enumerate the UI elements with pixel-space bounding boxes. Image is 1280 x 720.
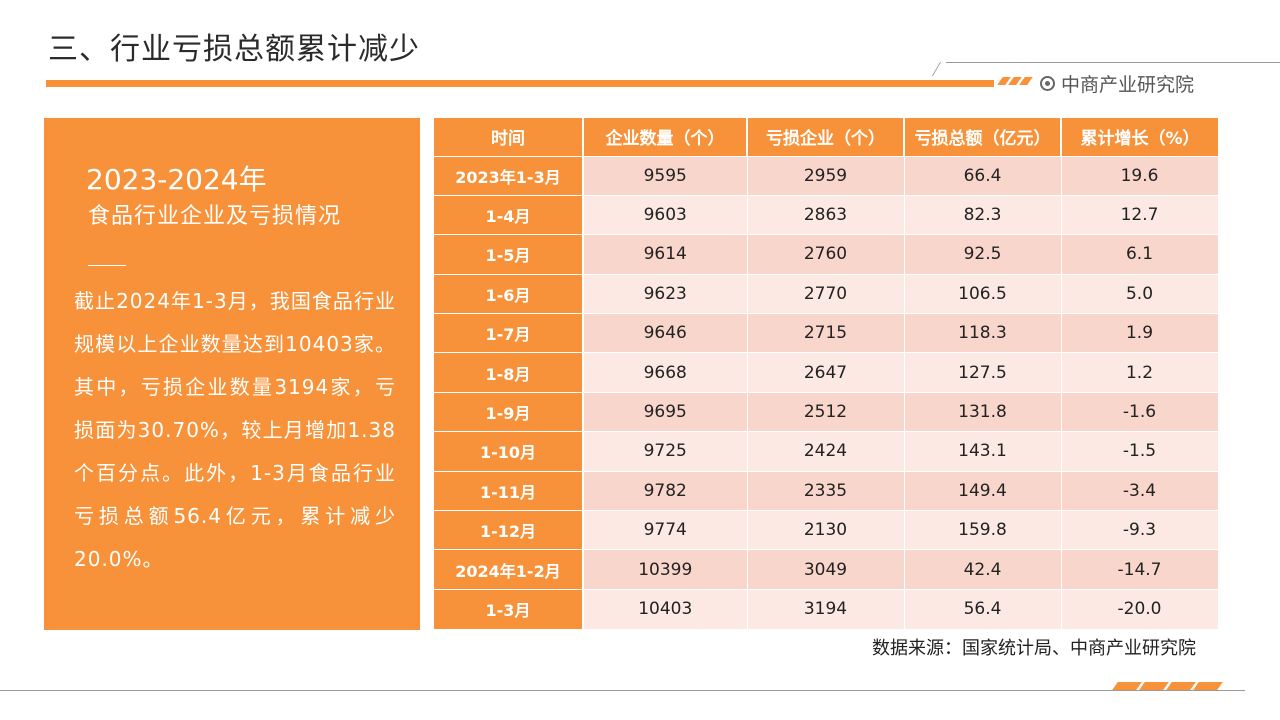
cell-loss-enterprises: 2760 — [747, 234, 905, 275]
data-table: 时间 企业数量（个） 亏损企业（个） 亏损总额（亿元） 累计增长（%） 2023… — [434, 118, 1219, 629]
cell-enterprise-count: 9614 — [583, 234, 748, 275]
cell-loss-total: 159.8 — [904, 510, 1062, 550]
cell-loss-total: 143.1 — [904, 431, 1062, 472]
cell-cumulative-growth: 6.1 — [1061, 234, 1219, 275]
table-row: 1-11月 9782 2335 149.4 -3.4 — [434, 470, 1219, 511]
cell-cumulative-growth: -3.4 — [1061, 470, 1219, 511]
cell-loss-enterprises: 3194 — [747, 588, 905, 629]
table-row: 2024年1-2月 10399 3049 42.4 -14.7 — [434, 549, 1219, 590]
cell-loss-enterprises: 2335 — [747, 470, 905, 511]
cell-cumulative-growth: -14.7 — [1061, 549, 1219, 590]
brand-name: 中商产业研究院 — [1061, 74, 1195, 96]
cell-loss-total: 56.4 — [904, 588, 1062, 629]
cell-loss-enterprises: 2647 — [747, 352, 905, 393]
cell-enterprise-count: 9595 — [583, 155, 748, 196]
table-header-row: 时间 企业数量（个） 亏损企业（个） 亏损总额（亿元） 累计增长（%） — [434, 118, 1218, 156]
header-time: 时间 — [434, 118, 584, 156]
cell-loss-total: 42.4 — [904, 549, 1062, 590]
cell-cumulative-growth: 1.2 — [1061, 352, 1219, 393]
header-divider — [946, 62, 1280, 63]
brand-logo-icon — [1040, 76, 1055, 91]
cell-time: 1-3月 — [434, 588, 584, 629]
cell-time: 2023年1-3月 — [434, 155, 584, 196]
cell-time: 1-4月 — [434, 194, 584, 235]
table-row: 1-10月 9725 2424 143.1 -1.5 — [434, 431, 1219, 472]
cell-enterprise-count: 9646 — [583, 313, 748, 353]
cell-enterprise-count: 9774 — [583, 510, 748, 550]
cell-loss-enterprises: 2959 — [747, 155, 905, 196]
header-enterprise-count: 企业数量（个） — [583, 118, 748, 156]
cell-cumulative-growth: -9.3 — [1061, 510, 1219, 550]
cell-loss-total: 92.5 — [904, 234, 1062, 275]
footer-divider — [0, 690, 1245, 691]
cell-time: 1-12月 — [434, 510, 584, 550]
header-cumulative-growth: 累计增长（%） — [1061, 118, 1218, 156]
cell-enterprise-count: 10403 — [583, 588, 748, 629]
header-loss-enterprises: 亏损企业（个） — [747, 118, 905, 156]
table-row: 1-3月 10403 3194 56.4 -20.0 — [434, 588, 1219, 629]
cell-loss-enterprises: 3049 — [747, 549, 905, 590]
cell-loss-enterprises: 2424 — [747, 431, 905, 472]
cell-loss-total: 82.3 — [904, 194, 1062, 235]
header-loss-total: 亏损总额（亿元） — [904, 118, 1062, 156]
cell-loss-total: 149.4 — [904, 470, 1062, 511]
cell-loss-enterprises: 2770 — [747, 273, 905, 314]
cell-time: 1-9月 — [434, 391, 584, 432]
cell-time: 1-10月 — [434, 431, 584, 472]
cell-time: 1-7月 — [434, 313, 584, 353]
cell-cumulative-growth: 5.0 — [1061, 273, 1219, 314]
header-stripes — [997, 77, 1033, 85]
summary-year: 2023-2024年 — [86, 163, 267, 196]
cell-loss-total: 127.5 — [904, 352, 1062, 393]
cell-loss-total: 106.5 — [904, 273, 1062, 314]
cell-cumulative-growth: 1.9 — [1061, 313, 1219, 353]
table-row: 1-9月 9695 2512 131.8 -1.6 — [434, 391, 1219, 432]
cell-cumulative-growth: -1.6 — [1061, 391, 1219, 432]
cell-enterprise-count: 9782 — [583, 470, 748, 511]
cell-cumulative-growth: -1.5 — [1061, 431, 1219, 472]
cell-enterprise-count: 9668 — [583, 352, 748, 393]
cell-cumulative-growth: -20.0 — [1061, 588, 1219, 629]
summary-text: 截止2024年1-3月，我国食品行业规模以上企业数量达到10403家。其中，亏损… — [74, 289, 396, 571]
cell-time: 1-6月 — [434, 273, 584, 314]
cell-time: 1-5月 — [434, 234, 584, 275]
cell-loss-enterprises: 2512 — [747, 391, 905, 432]
data-source: 数据来源：国家统计局、中商产业研究院 — [872, 638, 1196, 659]
cell-cumulative-growth: 12.7 — [1061, 194, 1219, 235]
brand: 中商产业研究院 — [1040, 70, 1194, 97]
cell-loss-enterprises: 2130 — [747, 510, 905, 550]
header-divider-slant — [931, 62, 941, 76]
cell-loss-total: 66.4 — [904, 155, 1062, 196]
cell-enterprise-count: 9695 — [583, 391, 748, 432]
cell-enterprise-count: 10399 — [583, 549, 748, 590]
cell-cumulative-growth: 19.6 — [1061, 155, 1219, 196]
table-row: 2023年1-3月 9595 2959 66.4 19.6 — [434, 155, 1219, 196]
cell-enterprise-count: 9603 — [583, 194, 748, 235]
cell-enterprise-count: 9623 — [583, 273, 748, 314]
table-row: 1-6月 9623 2770 106.5 5.0 — [434, 273, 1219, 314]
cell-loss-enterprises: 2715 — [747, 313, 905, 353]
table-row: 1-4月 9603 2863 82.3 12.7 — [434, 194, 1219, 235]
table-row: 1-8月 9668 2647 127.5 1.2 — [434, 352, 1219, 393]
cell-loss-total: 118.3 — [904, 313, 1062, 353]
cell-loss-enterprises: 2863 — [747, 194, 905, 235]
cell-time: 1-11月 — [434, 470, 584, 511]
cell-time: 1-8月 — [434, 352, 584, 393]
cell-time: 2024年1-2月 — [434, 549, 584, 590]
summary-subtitle: 食品行业企业及亏损情况 — [88, 204, 342, 229]
table-row: 1-7月 9646 2715 118.3 1.9 — [434, 313, 1219, 353]
page-title: 三、行业亏损总额累计减少 — [48, 32, 420, 67]
table-row: 1-12月 9774 2130 159.8 -9.3 — [434, 510, 1219, 550]
cell-enterprise-count: 9725 — [583, 431, 748, 472]
table-row: 1-5月 9614 2760 92.5 6.1 — [434, 234, 1219, 275]
footer-stripes — [1112, 682, 1223, 690]
summary-panel: 2023-2024年 食品行业企业及亏损情况 截止2024年1-3月，我国食品行… — [44, 118, 420, 630]
cell-loss-total: 131.8 — [904, 391, 1062, 432]
title-underline — [46, 80, 994, 87]
summary-divider — [88, 265, 126, 266]
